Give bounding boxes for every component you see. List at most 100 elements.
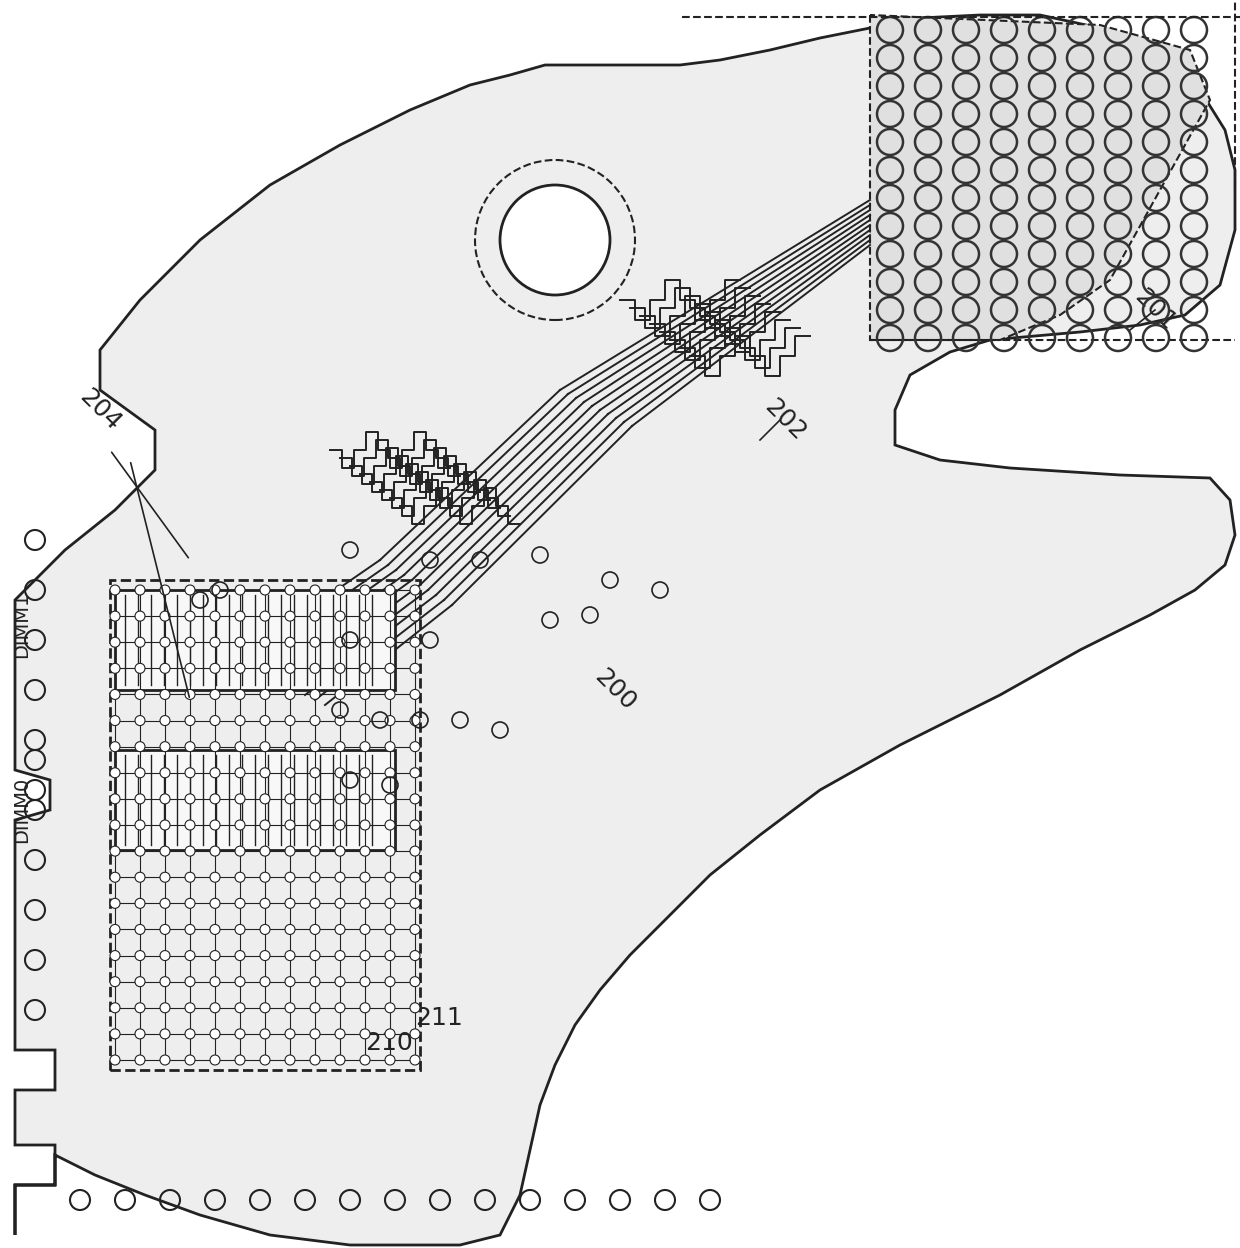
Bar xyxy=(115,590,396,690)
Circle shape xyxy=(360,794,370,804)
Circle shape xyxy=(384,977,396,987)
Circle shape xyxy=(360,689,370,699)
Circle shape xyxy=(160,925,170,935)
Circle shape xyxy=(110,585,120,595)
Circle shape xyxy=(260,951,270,961)
Circle shape xyxy=(410,612,420,622)
Circle shape xyxy=(160,664,170,674)
Circle shape xyxy=(135,638,145,648)
Circle shape xyxy=(410,899,420,909)
Circle shape xyxy=(160,585,170,595)
Circle shape xyxy=(360,1055,370,1065)
Circle shape xyxy=(384,872,396,882)
Circle shape xyxy=(384,1028,396,1038)
Circle shape xyxy=(384,638,396,648)
Circle shape xyxy=(310,1028,320,1038)
Circle shape xyxy=(110,768,120,778)
Circle shape xyxy=(410,794,420,804)
Circle shape xyxy=(185,715,195,725)
Circle shape xyxy=(335,899,345,909)
Circle shape xyxy=(210,638,219,648)
Circle shape xyxy=(360,977,370,987)
Circle shape xyxy=(236,638,246,648)
Text: 210: 210 xyxy=(365,1031,413,1055)
Circle shape xyxy=(384,846,396,856)
Circle shape xyxy=(210,1028,219,1038)
Circle shape xyxy=(160,899,170,909)
Circle shape xyxy=(384,715,396,725)
Circle shape xyxy=(236,1055,246,1065)
Circle shape xyxy=(335,1055,345,1065)
Circle shape xyxy=(410,768,420,778)
Circle shape xyxy=(110,794,120,804)
Circle shape xyxy=(360,899,370,909)
Circle shape xyxy=(236,899,246,909)
Circle shape xyxy=(185,872,195,882)
Circle shape xyxy=(210,612,219,622)
Circle shape xyxy=(384,899,396,909)
Circle shape xyxy=(360,1028,370,1038)
Circle shape xyxy=(160,872,170,882)
Circle shape xyxy=(135,1003,145,1013)
Circle shape xyxy=(110,820,120,830)
Circle shape xyxy=(260,1003,270,1013)
Circle shape xyxy=(260,899,270,909)
Circle shape xyxy=(360,768,370,778)
Circle shape xyxy=(260,768,270,778)
Circle shape xyxy=(360,872,370,882)
Circle shape xyxy=(210,794,219,804)
Text: DIMM0: DIMM0 xyxy=(12,776,31,844)
Circle shape xyxy=(110,1003,120,1013)
Circle shape xyxy=(335,715,345,725)
Circle shape xyxy=(135,977,145,987)
Circle shape xyxy=(185,820,195,830)
Circle shape xyxy=(110,925,120,935)
Circle shape xyxy=(160,741,170,751)
Circle shape xyxy=(236,951,246,961)
Circle shape xyxy=(384,951,396,961)
Circle shape xyxy=(210,951,219,961)
Circle shape xyxy=(384,794,396,804)
Circle shape xyxy=(160,794,170,804)
Circle shape xyxy=(110,846,120,856)
Circle shape xyxy=(410,1055,420,1065)
Text: DIMM1: DIMM1 xyxy=(12,592,31,658)
Circle shape xyxy=(236,768,246,778)
Circle shape xyxy=(185,638,195,648)
Circle shape xyxy=(110,638,120,648)
Circle shape xyxy=(384,664,396,674)
Circle shape xyxy=(135,1055,145,1065)
Circle shape xyxy=(285,820,295,830)
Circle shape xyxy=(236,925,246,935)
Circle shape xyxy=(110,612,120,622)
Circle shape xyxy=(135,820,145,830)
Circle shape xyxy=(210,925,219,935)
Text: 202: 202 xyxy=(760,394,811,446)
Circle shape xyxy=(285,846,295,856)
Circle shape xyxy=(410,638,420,648)
Circle shape xyxy=(160,768,170,778)
Circle shape xyxy=(210,585,219,595)
Circle shape xyxy=(335,977,345,987)
Circle shape xyxy=(185,951,195,961)
Circle shape xyxy=(185,925,195,935)
Circle shape xyxy=(210,899,219,909)
Bar xyxy=(115,750,396,850)
Circle shape xyxy=(110,977,120,987)
Circle shape xyxy=(210,715,219,725)
Circle shape xyxy=(135,846,145,856)
Circle shape xyxy=(285,977,295,987)
Text: 211: 211 xyxy=(415,1006,463,1030)
Circle shape xyxy=(260,820,270,830)
Circle shape xyxy=(260,585,270,595)
Circle shape xyxy=(185,846,195,856)
Circle shape xyxy=(310,820,320,830)
Circle shape xyxy=(185,1028,195,1038)
Circle shape xyxy=(260,1028,270,1038)
Circle shape xyxy=(135,715,145,725)
Circle shape xyxy=(360,715,370,725)
Circle shape xyxy=(260,638,270,648)
Circle shape xyxy=(135,899,145,909)
Circle shape xyxy=(335,925,345,935)
Circle shape xyxy=(236,1003,246,1013)
